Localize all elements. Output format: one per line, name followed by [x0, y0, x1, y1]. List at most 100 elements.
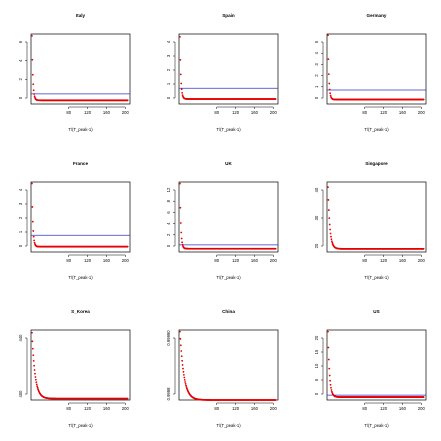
panel-china: China 80 120 160 200 T/(T_peak-1) 0.9998 0.9999… — [166, 309, 279, 428]
x-tick-label: 80 — [214, 110, 219, 115]
x-axis-label: T/(T_peak-1) — [68, 127, 93, 132]
data-point — [327, 34, 329, 37]
y-axis: 0 1 2 3 4 — [18, 188, 28, 247]
y-tick-label: 2 — [166, 68, 171, 71]
panel-title: Germany — [367, 13, 387, 18]
data-point — [32, 359, 35, 362]
data-point — [31, 58, 34, 61]
data-series — [179, 35, 277, 100]
plot-frame — [30, 33, 131, 105]
panel-title: France — [73, 161, 89, 166]
data-point — [31, 73, 34, 76]
data-point — [34, 376, 37, 378]
data-point — [179, 206, 182, 209]
data-point — [329, 228, 332, 231]
data-point — [180, 88, 183, 91]
data-series — [179, 330, 277, 401]
data-point — [33, 241, 36, 244]
data-point — [31, 340, 34, 343]
data-point — [182, 367, 184, 370]
data-point — [126, 397, 129, 400]
x-tick-label: 200 — [418, 258, 426, 263]
data-point — [32, 83, 35, 86]
x-axis: 80 120 160 200 — [362, 254, 426, 263]
y-axis: 0 5 10 15 20 — [314, 335, 324, 395]
x-axis-label: T/(T_peak-1) — [364, 423, 389, 428]
data-point — [274, 399, 277, 401]
y-tick-label: 8 — [166, 199, 171, 202]
y-axis: 0 2 4 6 8 12 — [166, 187, 176, 247]
data-point — [327, 330, 329, 333]
x-tick-label: 200 — [418, 110, 426, 115]
data-point — [33, 369, 36, 371]
data-point — [185, 384, 187, 387]
x-tick-label: 160 — [103, 110, 111, 115]
x-tick-label: 200 — [270, 406, 278, 411]
data-series — [327, 186, 425, 250]
data-point — [180, 231, 183, 234]
data-point — [31, 206, 34, 208]
x-tick-label: 200 — [122, 110, 130, 115]
plot-frame — [30, 181, 131, 253]
data-point — [184, 381, 187, 383]
data-point — [422, 98, 425, 101]
data-point — [33, 364, 36, 367]
data-point — [181, 359, 184, 362]
data-point — [33, 95, 36, 98]
data-point — [32, 354, 35, 357]
panel-title: Spain — [222, 13, 235, 18]
data-point — [35, 383, 38, 386]
y-tick-label: 4 — [18, 188, 23, 191]
x-tick-label: 160 — [103, 258, 111, 263]
y-tick-label: 10 — [314, 363, 319, 368]
data-point — [328, 374, 331, 377]
data-point — [185, 386, 188, 389]
x-tick-label: 160 — [251, 406, 259, 411]
x-tick-label: 120 — [380, 406, 388, 411]
x-tick-label: 80 — [362, 258, 367, 263]
y-tick-label: 1 — [166, 82, 171, 85]
data-point — [179, 59, 182, 61]
y-tick-label: 4 — [18, 59, 23, 62]
y-tick-label: 0.99990 — [166, 330, 171, 346]
data-point — [180, 82, 183, 85]
y-tick-label: 2 — [166, 233, 171, 236]
data-point — [36, 385, 39, 388]
panel-spain: Spain 80 120 160 200 T/(T_peak-1) 0 1 2 3 4 — [166, 13, 279, 132]
x-axis-label: T/(T_peak-1) — [216, 423, 241, 428]
data-point — [183, 378, 186, 381]
data-point — [32, 235, 35, 238]
x-tick-label: 80 — [214, 406, 219, 411]
data-series — [31, 34, 129, 102]
data-point — [328, 82, 331, 85]
data-point — [179, 344, 182, 347]
x-axis: 80 120 160 200 — [362, 402, 426, 411]
data-series — [327, 34, 425, 101]
x-tick-label: 200 — [418, 406, 426, 411]
data-point — [330, 240, 333, 243]
plot-frame — [326, 329, 427, 401]
data-point — [327, 358, 330, 361]
y-tick-label: 20 — [314, 335, 319, 340]
panel-italy: Italy 80 120 160 200 T/(T_peak-1) 0 2 4 6 — [18, 13, 131, 132]
y-tick-label: 5 — [314, 40, 319, 43]
panel-uk: UK 80 120 160 200 T/(T_peak-1) 0 2 4 6 8 12 — [166, 161, 279, 280]
x-tick-label: 200 — [270, 258, 278, 263]
data-point — [179, 182, 181, 185]
data-point — [329, 94, 332, 97]
data-series — [179, 182, 277, 250]
panel-s-korea: S_Korea 80 120 160 200 T/(T_peak-1) 400 440 — [18, 309, 131, 428]
data-point — [31, 331, 33, 334]
data-point — [32, 230, 35, 232]
y-tick-label: 5 — [314, 378, 319, 381]
data-point — [422, 396, 425, 398]
plot-frame — [178, 33, 279, 105]
x-axis-label: T/(T_peak-1) — [216, 127, 241, 132]
x-axis: 80 120 160 200 — [66, 254, 129, 263]
data-point — [183, 376, 186, 379]
x-tick-label: 80 — [214, 258, 219, 263]
data-point — [31, 182, 33, 185]
y-tick-label: 15 — [314, 349, 319, 354]
plot-frame — [326, 181, 427, 253]
data-point — [181, 91, 184, 94]
